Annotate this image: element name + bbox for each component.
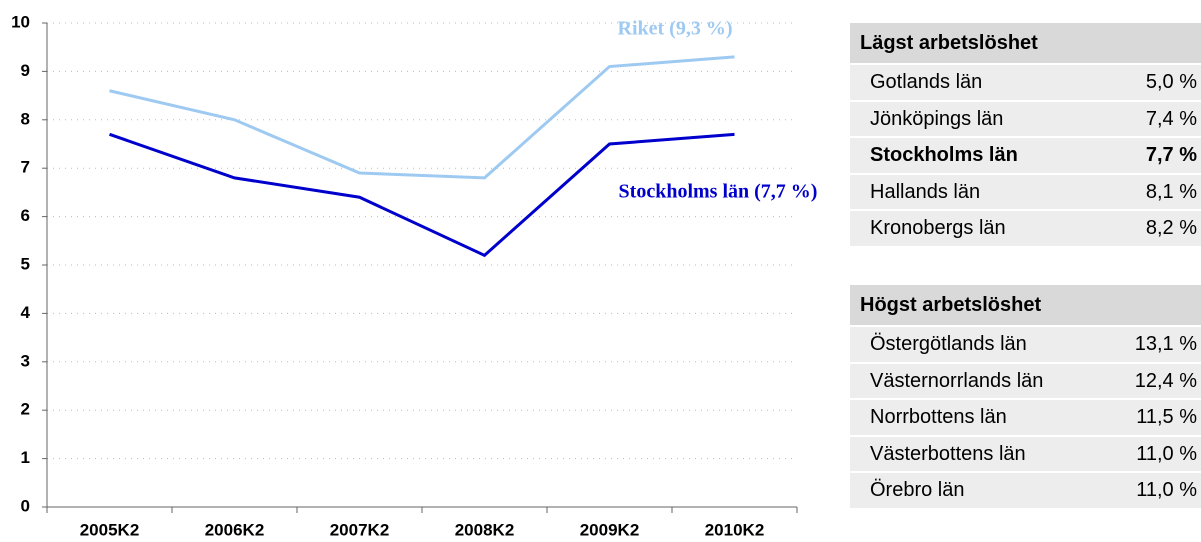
row-value: 11,0 % [1136, 479, 1197, 501]
row-name: Norrbottens län [870, 406, 1007, 428]
table-row: Stockholms län 7,7 % [850, 138, 1201, 173]
row-value: 5,0 % [1145, 71, 1197, 93]
table-row: Gotlands län 5,0 % [850, 65, 1201, 100]
row-value: 12,4 % [1134, 369, 1197, 392]
x-tick-label: 2009K2 [580, 520, 640, 539]
ranking-table: Lägst arbetslöshet Gotlands län 5,0 % Jönkö… [850, 23, 1201, 248]
table-row: Hallands län 8,1 % [850, 174, 1201, 209]
row-name: Örebro län [870, 479, 965, 501]
chart: 0 1 2 3 4 5 6 7 8 9 10 2005K2 2006K2 2007K2 2008K2 2009… [11, 12, 818, 539]
table-title: Högst arbetslöshet [850, 285, 1201, 325]
series-line [109, 132, 735, 258]
row-value: 13,1 % [1134, 333, 1197, 355]
series-label: Riket (9,3 %) [618, 18, 733, 40]
table-row: Örebro län 11,0 % [850, 473, 1201, 508]
y-tick-label: 7 [21, 158, 30, 177]
y-tick-label: 0 [21, 496, 30, 515]
table-row: Östergötlands län 13,1 % [850, 327, 1201, 362]
row-name: Hallands län [870, 180, 981, 203]
row-name: Stockholms län [870, 144, 1018, 166]
y-tick-label: 6 [21, 206, 30, 225]
x-tick-label: 2006K2 [205, 520, 265, 539]
table-row: Norrbottens län 11,5 % [850, 400, 1201, 435]
y-tick-label: 5 [21, 254, 30, 273]
row-value: 7,4 % [1145, 107, 1197, 130]
row-value: 7,7 % [1145, 144, 1197, 166]
y-tick-label: 10 [11, 12, 30, 31]
y-tick-label: 3 [21, 351, 30, 370]
y-tick-label: 2 [21, 400, 30, 419]
y-tick-label: 8 [21, 109, 30, 128]
y-tick-label: 9 [21, 61, 30, 80]
series-line [109, 55, 735, 180]
row-value: 11,5 % [1136, 406, 1197, 428]
table-title: Lägst arbetslöshet [850, 23, 1201, 63]
row-name: Östergötlands län [870, 333, 1027, 355]
x-tick-label: 2010K2 [705, 520, 765, 539]
table-row: Jönköpings län 7,4 % [850, 101, 1201, 136]
row-name: Kronobergs län [870, 217, 1006, 239]
row-name: Västerbottens län [870, 442, 1026, 465]
x-tick-label: 2005K2 [80, 520, 140, 539]
row-name: Västernorrlands län [870, 369, 1044, 392]
row-value: 11,0 % [1136, 442, 1197, 465]
x-tick-label: 2007K2 [330, 520, 390, 539]
y-tick-label: 1 [21, 448, 30, 467]
x-tick-label: 2008K2 [455, 520, 515, 539]
row-name: Jönköpings län [870, 107, 1004, 130]
series-label: Stockholms län (7,7 %) [619, 181, 818, 203]
row-value: 8,1 % [1145, 180, 1197, 203]
y-tick-label: 4 [21, 303, 31, 322]
table-row: Kronobergs län 8,2 % [850, 211, 1201, 246]
row-value: 8,2 % [1145, 217, 1197, 239]
table-row: Västernorrlands län 12,4 % [850, 363, 1201, 398]
ranking-table: Högst arbetslöshet Östergötlands län 13,1 … [850, 285, 1201, 510]
table-row: Västerbottens län 11,0 % [850, 436, 1201, 471]
row-name: Gotlands län [870, 71, 983, 93]
